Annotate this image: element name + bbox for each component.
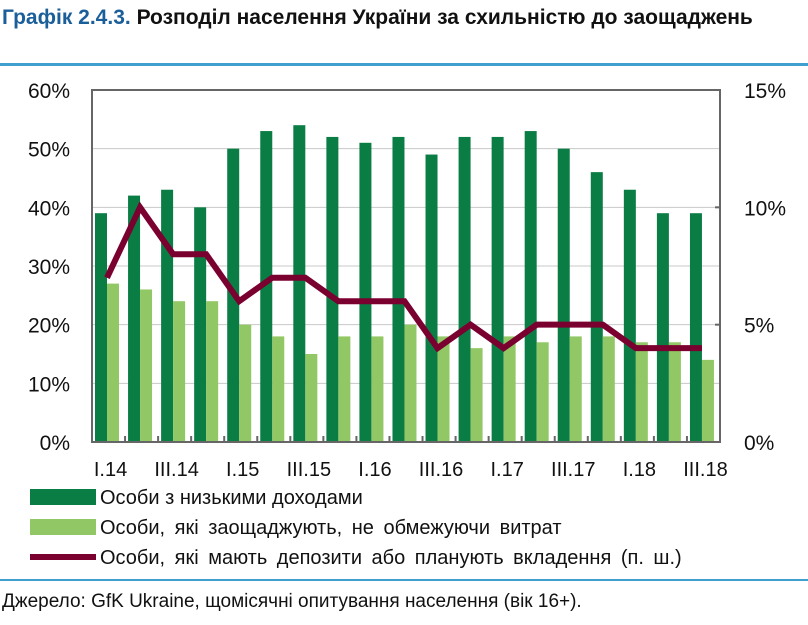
- bar-savers: [206, 301, 219, 442]
- x-tick-label: I.18: [623, 459, 656, 481]
- y-right-tick-label: 0%: [744, 432, 774, 455]
- legend-label: Особи, які заощаджують, не обмежуючи вит…: [100, 517, 562, 539]
- y-left-tick-label: 20%: [28, 315, 70, 338]
- y-left-tick-label: 30%: [28, 256, 70, 279]
- bar-low-income: [359, 142, 372, 443]
- x-tick-label: III.17: [551, 459, 595, 481]
- bar-savers: [239, 324, 252, 442]
- bar-savers: [173, 301, 186, 442]
- y-left-tick-label: 0%: [40, 432, 70, 455]
- bar-savers: [602, 336, 615, 442]
- chart-title-text: Розподіл населення України за схильністю…: [136, 6, 753, 29]
- x-tick-label: I.17: [490, 459, 523, 481]
- bar-savers: [701, 359, 714, 442]
- bar-low-income: [458, 136, 471, 442]
- legend-swatch: [30, 489, 96, 505]
- x-tick-label: I.14: [94, 459, 127, 481]
- bar-low-income: [95, 213, 107, 442]
- bar-savers: [668, 342, 681, 442]
- source-rule: [0, 579, 808, 581]
- bar-savers: [437, 336, 450, 442]
- bar-savers: [536, 342, 549, 442]
- bar-low-income: [623, 189, 636, 442]
- bar-low-income: [557, 148, 570, 442]
- x-tick-label: III.15: [287, 459, 331, 481]
- y-left-tick-label: 50%: [28, 139, 70, 162]
- chart-title: Графік 2.4.3. Розподіл населення України…: [2, 4, 802, 31]
- plot-frame: [91, 89, 721, 443]
- y-left-tick-label: 10%: [28, 373, 70, 396]
- bar-savers: [107, 283, 119, 442]
- x-tick-label: I.16: [358, 459, 391, 481]
- bar-low-income: [689, 213, 702, 442]
- x-tick-label: III.18: [683, 459, 727, 481]
- x-tick-label: I.15: [226, 459, 259, 481]
- y-right-tick-label: 10%: [744, 197, 786, 220]
- bar-low-income: [128, 195, 141, 442]
- bar-savers: [404, 324, 417, 442]
- y-left-tick-label: 60%: [28, 80, 70, 103]
- title-rule: [0, 63, 808, 66]
- source-note: Джерело: GfK Ukraine, щомісячні опитуван…: [2, 591, 582, 612]
- bar-savers: [140, 289, 153, 442]
- bar-low-income: [524, 131, 537, 443]
- bar-low-income: [194, 207, 207, 442]
- bar-savers: [503, 336, 516, 442]
- y-left-tick-label: 40%: [28, 197, 70, 220]
- bar-savers: [305, 354, 318, 442]
- bar-low-income: [260, 131, 273, 443]
- legend-label: Особи, які мають депозити або планують в…: [100, 547, 682, 569]
- bar-low-income: [293, 125, 306, 442]
- bar-low-income: [590, 172, 603, 442]
- x-tick-label: III.16: [419, 459, 463, 481]
- bar-low-income: [491, 136, 504, 442]
- x-tick-label: III.14: [154, 459, 198, 481]
- bar-low-income: [425, 154, 438, 443]
- y-right-tick-label: 15%: [744, 80, 786, 103]
- bar-savers: [338, 336, 351, 442]
- bar-savers: [272, 336, 285, 442]
- bar-savers: [635, 342, 648, 442]
- bar-low-income: [392, 136, 405, 442]
- legend-label: Особи з низькими доходами: [100, 487, 363, 509]
- chart-number: Графік 2.4.3.: [2, 6, 131, 29]
- bar-low-income: [326, 136, 339, 442]
- bar-savers: [470, 348, 483, 442]
- legend-swatch: [30, 519, 96, 535]
- y-right-tick-label: 5%: [744, 315, 774, 338]
- bar-savers: [569, 336, 582, 442]
- bar-savers: [371, 336, 384, 442]
- bar-low-income: [161, 189, 174, 442]
- line-depositors: [104, 201, 702, 353]
- bar-low-income: [656, 213, 669, 442]
